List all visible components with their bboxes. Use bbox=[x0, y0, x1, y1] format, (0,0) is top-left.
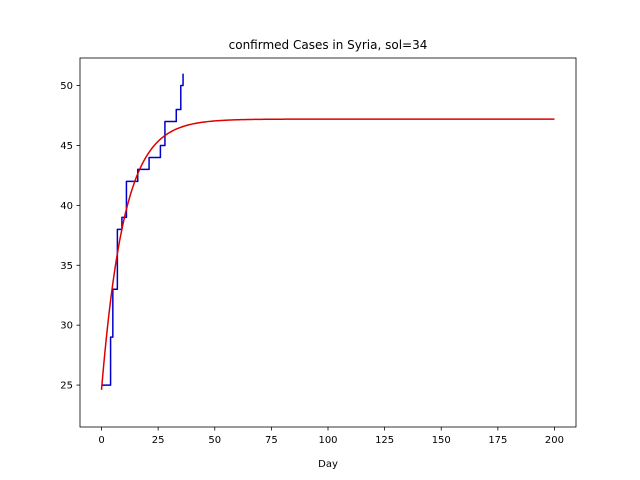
x-axis-label: Day bbox=[318, 459, 338, 470]
x-tick-label: 75 bbox=[265, 435, 278, 446]
x-tick-label: 25 bbox=[152, 435, 165, 446]
x-tick-label: 150 bbox=[432, 435, 451, 446]
x-tick-label: 50 bbox=[208, 435, 221, 446]
y-tick-label: 30 bbox=[60, 321, 73, 332]
x-tick-label: 200 bbox=[545, 435, 564, 446]
x-axis: 0 25 50 75 100 125 150 175 200 bbox=[98, 427, 564, 446]
y-tick-label: 25 bbox=[60, 381, 73, 392]
x-tick-label: 175 bbox=[488, 435, 507, 446]
chart-title: confirmed Cases in Syria, sol=34 bbox=[229, 38, 428, 52]
y-tick-label: 35 bbox=[60, 261, 73, 272]
y-tick-label: 40 bbox=[60, 201, 73, 212]
series-line-1 bbox=[100, 118, 555, 390]
series-line-0 bbox=[101, 73, 184, 386]
y-tick-label: 50 bbox=[60, 81, 73, 92]
x-tick-label: 0 bbox=[98, 435, 104, 446]
x-tick-label: 100 bbox=[318, 435, 337, 446]
y-tick-label: 45 bbox=[60, 141, 73, 152]
y-axis: 25 30 35 40 45 50 bbox=[60, 81, 80, 392]
plot-area bbox=[100, 73, 555, 390]
x-tick-label: 125 bbox=[375, 435, 394, 446]
